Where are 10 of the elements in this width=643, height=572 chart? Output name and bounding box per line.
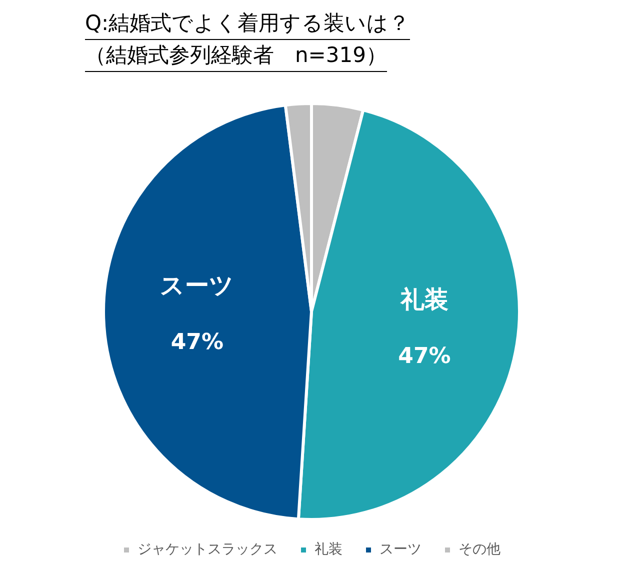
data-label: 47% — [170, 330, 224, 355]
data-label: 47% — [398, 344, 451, 370]
legend-label: スーツ — [380, 542, 422, 558]
slice-label: 礼装 — [399, 286, 448, 314]
slice-label: スーツ — [160, 271, 234, 300]
legend-label: その他 — [458, 542, 500, 558]
chart-subtitle: （結婚式参列経験者 n=319） — [85, 40, 387, 72]
legend-label: ジャケットスラックス — [138, 542, 278, 558]
legend-label: 礼装 — [314, 542, 342, 558]
chart-title: Q:結婚式でよく着用する装いは？ — [85, 8, 410, 40]
